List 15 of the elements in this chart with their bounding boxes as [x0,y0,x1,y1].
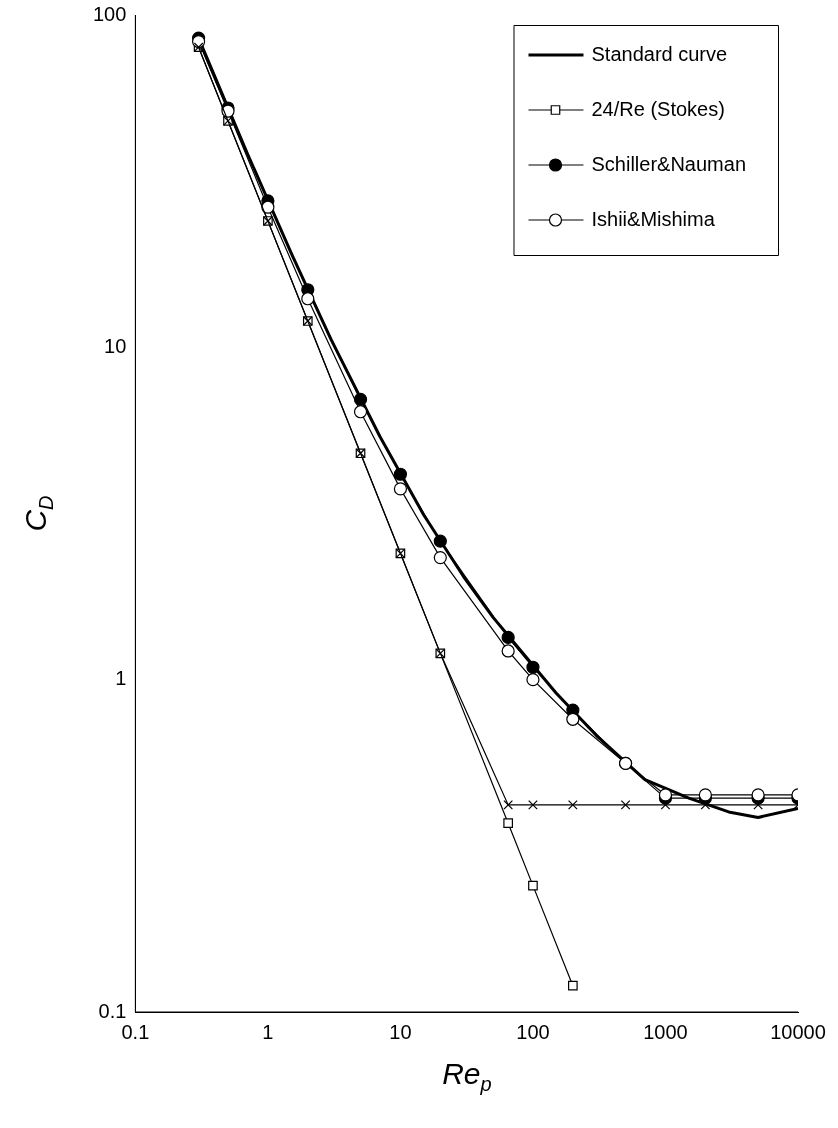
y-tick-label: 0.1 [98,999,127,1022]
legend-label: Standard curve [591,42,728,65]
x-tick-label: 10 [389,1020,412,1043]
y-tick-label: 100 [92,2,127,25]
x-tick-label: 100 [516,1020,550,1043]
x-tick-label: 1000 [643,1020,688,1043]
y-tick-label: 1 [115,667,127,690]
legend-label: 24/Re (Stokes) [591,97,725,120]
y-tick-label: 10 [104,334,127,357]
x-tick-label: 0.1 [121,1020,150,1043]
legend-label: Schiller&Nauman [591,152,746,175]
x-tick-label: 1 [262,1020,274,1043]
x-tick-label: 10000 [770,1020,826,1043]
legend-label: Ishii&Mishima [591,207,716,230]
x-axis-title: Re$_{p}$ [442,1057,492,1096]
